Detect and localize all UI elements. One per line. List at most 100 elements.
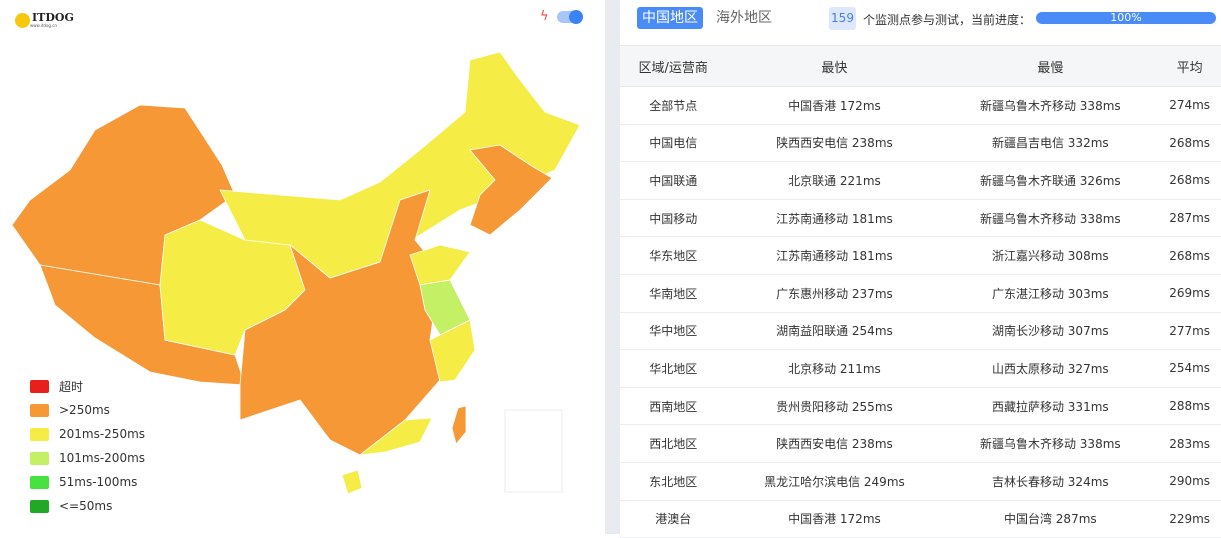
progress-bar: 100%: [1036, 12, 1216, 24]
table-cell: 华北地区: [620, 349, 727, 388]
legend-label: <=50ms: [59, 499, 113, 513]
logo-text: ITDOG: [32, 11, 74, 24]
table-cell: 229ms: [1158, 500, 1221, 538]
table-cell: 东北地区: [620, 462, 727, 501]
legend-label: 51ms-100ms: [59, 475, 138, 489]
table-cell: 西南地区: [620, 387, 727, 426]
table-row: 东北地区 黑龙江哈尔滨电信 249ms 吉林长春移动 324ms 290ms: [620, 462, 1221, 501]
table-cell: 283ms: [1158, 424, 1221, 463]
table-row: 华南地区 广东惠州移动 237ms 广东湛江移动 303ms 269ms: [620, 274, 1221, 313]
table-row: 中国移动 江苏南通移动 181ms 新疆乌鲁木齐移动 338ms 287ms: [620, 199, 1221, 238]
table-row: 华中地区 湖南益阳联通 254ms 湖南长沙移动 307ms 277ms: [620, 312, 1221, 351]
table-cell: 江苏南通移动 181ms: [726, 236, 943, 275]
legend-label: 超时: [59, 379, 84, 394]
table-row: 港澳台 中国香港 172ms 中国台湾 287ms 229ms: [620, 500, 1221, 538]
toggle-knob: [569, 10, 583, 24]
table-cell: 山西太原移动 327ms: [942, 349, 1159, 388]
progress-fill: 100%: [1036, 12, 1216, 24]
lightning-icon: ϟ: [540, 9, 549, 24]
south-sea-inset: [504, 409, 563, 493]
table-cell: 贵州贵阳移动 255ms: [726, 387, 943, 426]
region-guangdong[interactable]: [358, 417, 433, 456]
legend-item[interactable]: 201ms-250ms: [30, 422, 145, 446]
table-cell: 268ms: [1158, 161, 1221, 200]
table-cell: 新疆昌吉电信 332ms: [942, 124, 1159, 163]
map-legend: 超时 >250ms 201ms-250ms 101ms-200ms 51ms-1…: [30, 374, 145, 518]
table-row: 中国电信 陕西西安电信 238ms 新疆昌吉电信 332ms 268ms: [620, 124, 1221, 163]
table-cell: 黑龙江哈尔滨电信 249ms: [726, 462, 943, 501]
legend-label: 101ms-200ms: [59, 451, 146, 465]
table-cell: 北京移动 211ms: [726, 349, 943, 388]
dog-icon: [15, 12, 30, 28]
table-cell: 陕西西安电信 238ms: [726, 124, 943, 163]
table-cell: 268ms: [1158, 236, 1221, 275]
table-cell: 268ms: [1158, 124, 1221, 163]
table-cell: 中国台湾 287ms: [942, 500, 1159, 538]
progress-label: 个监测点参与测试，当前进度：: [863, 13, 1032, 27]
column-header: 最快: [726, 45, 943, 87]
table-cell: 中国移动: [620, 199, 727, 238]
table-cell: 浙江嘉兴移动 308ms: [942, 236, 1159, 275]
table-cell: 新疆乌鲁木齐移动 338ms: [942, 199, 1159, 238]
table-cell: 港澳台: [620, 500, 727, 538]
table-cell: 中国联通: [620, 161, 727, 200]
mode-toggle[interactable]: [557, 10, 583, 24]
table-row: 全部节点 中国香港 172ms 新疆乌鲁木齐移动 338ms 274ms: [620, 86, 1221, 125]
table-row: 华东地区 江苏南通移动 181ms 浙江嘉兴移动 308ms 268ms: [620, 236, 1221, 275]
table-cell: 新疆乌鲁木齐移动 338ms: [942, 424, 1159, 463]
table-cell: 吉林长春移动 324ms: [942, 462, 1159, 501]
legend-item[interactable]: 超时: [30, 374, 145, 398]
column-header: 最慢: [942, 45, 1159, 87]
table-cell: 274ms: [1158, 86, 1221, 125]
table-cell: 广东湛江移动 303ms: [942, 274, 1159, 313]
node-count-badge: 159: [829, 7, 856, 30]
table-cell: 269ms: [1158, 274, 1221, 313]
column-header: 区域/运营商: [620, 45, 727, 87]
table-cell: 新疆乌鲁木齐移动 338ms: [942, 86, 1159, 125]
table-cell: 全部节点: [620, 86, 727, 125]
table-cell: 华南地区: [620, 274, 727, 313]
region-taiwan[interactable]: [451, 405, 467, 445]
table-cell: 中国香港 172ms: [726, 500, 943, 538]
table-cell: 中国香港 172ms: [726, 86, 943, 125]
table-row: 华北地区 北京移动 211ms 山西太原移动 327ms 254ms: [620, 349, 1221, 388]
table-row: 西北地区 陕西西安电信 238ms 新疆乌鲁木齐移动 338ms 283ms: [620, 424, 1221, 463]
table-cell: 287ms: [1158, 199, 1221, 238]
tab-china[interactable]: 中国地区: [637, 7, 703, 29]
table-cell: 北京联通 221ms: [726, 161, 943, 200]
table-row: 西南地区 贵州贵阳移动 255ms 西藏拉萨移动 331ms 288ms: [620, 387, 1221, 426]
table-cell: 广东惠州移动 237ms: [726, 274, 943, 313]
china-map[interactable]: [0, 40, 605, 510]
table-cell: 陕西西安电信 238ms: [726, 424, 943, 463]
region-hainan[interactable]: [341, 469, 363, 495]
logo-sub: www.itdog.cn: [30, 23, 57, 28]
table-cell: 江苏南通移动 181ms: [726, 199, 943, 238]
region-zhejiang-fujian[interactable]: [429, 319, 476, 383]
table-cell: 中国电信: [620, 124, 727, 163]
legend-item[interactable]: <=50ms: [30, 494, 145, 518]
legend-label: 201ms-250ms: [59, 427, 146, 441]
panel-divider: [605, 0, 620, 534]
results-table: 区域/运营商 最快 最慢 平均 全部节点 中国香港 172ms 新疆乌鲁木齐移动 338m…: [620, 45, 1221, 538]
tab-overseas[interactable]: 海外地区: [716, 10, 772, 26]
legend-item[interactable]: 51ms-100ms: [30, 470, 145, 494]
region-shandong[interactable]: [409, 244, 471, 286]
column-header: 平均: [1158, 45, 1221, 87]
itdog-logo: ITDOG www.itdog.cn: [15, 12, 74, 28]
table-row: 中国联通 北京联通 221ms 新疆乌鲁木齐联通 326ms 268ms: [620, 161, 1221, 200]
table-cell: 新疆乌鲁木齐联通 326ms: [942, 161, 1159, 200]
legend-item[interactable]: 101ms-200ms: [30, 446, 145, 470]
region-northeast[interactable]: [469, 144, 553, 236]
table-cell: 288ms: [1158, 387, 1221, 426]
table-cell: 254ms: [1158, 349, 1221, 388]
table-cell: 湖南长沙移动 307ms: [942, 312, 1159, 351]
table-cell: 华东地区: [620, 236, 727, 275]
table-cell: 290ms: [1158, 462, 1221, 501]
map-panel: ITDOG www.itdog.cn ϟ 超时 >250ms 201ms-250m…: [0, 0, 605, 534]
table-cell: 277ms: [1158, 312, 1221, 351]
legend-item[interactable]: >250ms: [30, 398, 145, 422]
legend-label: >250ms: [59, 403, 110, 417]
table-cell: 西藏拉萨移动 331ms: [942, 387, 1159, 426]
table-cell: 湖南益阳联通 254ms: [726, 312, 943, 351]
results-panel: 中国地区 海外地区 159 个监测点参与测试，当前进度： 100% 区域/运营商…: [620, 0, 1221, 538]
